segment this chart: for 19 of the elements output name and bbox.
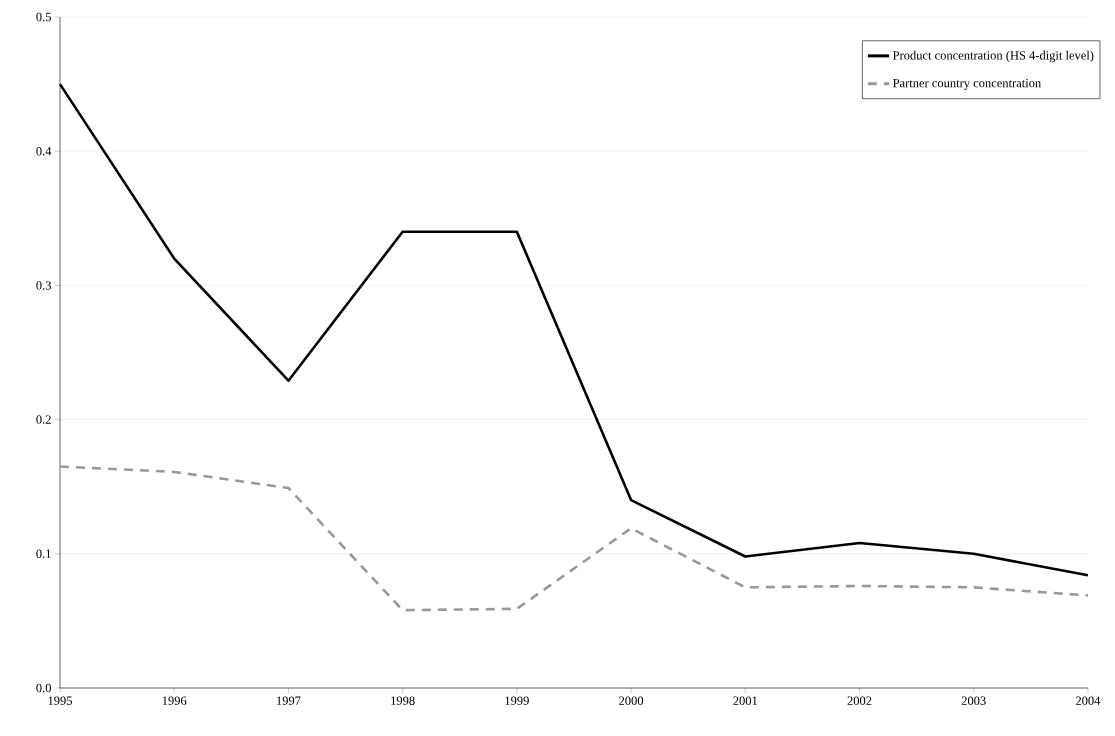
- x-tick-label: 1996: [162, 696, 187, 705]
- x-tick-label: 2003: [961, 696, 986, 705]
- y-tick-label: 0.1: [36, 549, 51, 559]
- y-tick-label: 0.3: [36, 281, 51, 290]
- legend-label: Product concentration (HS 4-digit level): [892, 50, 1094, 63]
- x-tick-label: 2001: [733, 696, 758, 705]
- x-tick-label: 1997: [277, 696, 301, 705]
- x-tick-label: 1998: [391, 696, 415, 705]
- line-series: [58, 465, 1090, 612]
- x-tick-label: 1999: [505, 696, 529, 705]
- y-tick-label: 0.5: [36, 12, 51, 22]
- x-tick-label: 2002: [847, 696, 872, 705]
- x-tick-label: 1995: [48, 696, 73, 705]
- legend-label: Partner country concentration: [892, 78, 1041, 90]
- y-tick-label: 0.4: [36, 146, 52, 156]
- x-tick-label: 2000: [619, 696, 644, 705]
- y-tick-label: 0.2: [36, 415, 51, 424]
- y-tick-label: 0.0: [36, 683, 52, 693]
- x-tick-label: 2004: [1075, 696, 1101, 705]
